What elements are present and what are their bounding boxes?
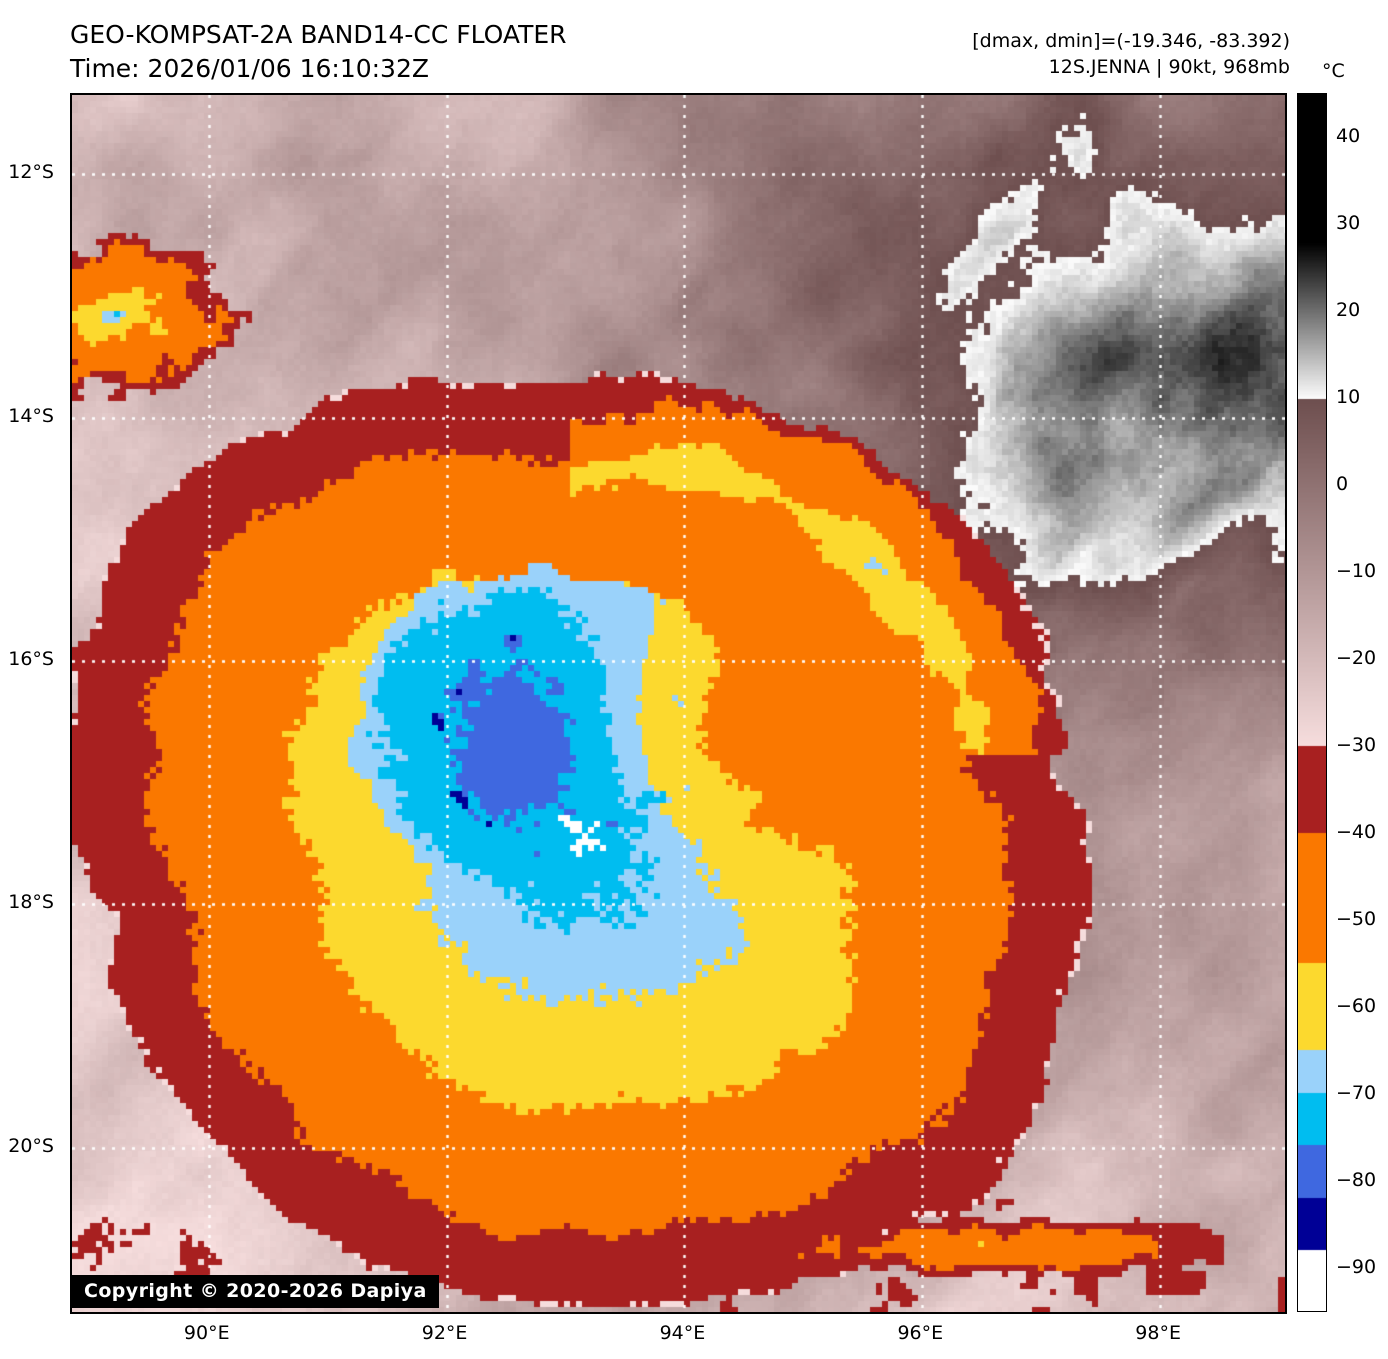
lon-tick-4: 98°E — [1135, 1322, 1181, 1344]
colorbar-tick-10: −60 — [1336, 994, 1377, 1017]
colorbar-tick-9: −50 — [1336, 907, 1377, 930]
colorbar-tick-11: −70 — [1336, 1081, 1377, 1104]
colorbar-tick-8: −40 — [1336, 820, 1377, 843]
lon-tick-0: 90°E — [183, 1322, 230, 1344]
colorbar-tick-2: 20 — [1336, 299, 1361, 322]
lon-tick-3: 96°E — [897, 1322, 944, 1344]
colorbar-unit-label: °C — [1322, 60, 1345, 82]
lat-tick-4: 20°S — [8, 1134, 54, 1157]
colorbar-tick-5: −10 — [1336, 560, 1377, 583]
colorbar-tick-6: −20 — [1336, 647, 1377, 670]
lat-tick-2: 16°S — [8, 647, 54, 670]
colorbar-tick-3: 10 — [1336, 386, 1361, 409]
colorbar-tick-0: 40 — [1336, 125, 1361, 148]
metadata-block: [dmax, dmin]=(-19.346, -83.392) 12S.JENN… — [972, 28, 1290, 80]
satellite-image-plot[interactable]: Copyright © 2020-2026 Dapiya — [70, 93, 1287, 1314]
colorbar[interactable] — [1297, 93, 1327, 1312]
dmax-dmin-label: [dmax, dmin]=(-19.346, -83.392) — [972, 30, 1290, 52]
satellite-imagery-canvas — [72, 95, 1285, 1312]
colorbar-tick-1: 30 — [1336, 212, 1361, 235]
storm-info-label: 12S.JENNA | 90kt, 968mb — [1048, 56, 1290, 78]
title-block: GEO-KOMPSAT-2A BAND14-CC FLOATER Time: 2… — [70, 18, 567, 86]
latitude-axis-labels: 12°S 14°S 16°S 18°S 20°S — [0, 0, 62, 1359]
colorbar-tick-7: −30 — [1336, 733, 1377, 756]
page-title: GEO-KOMPSAT-2A BAND14-CC FLOATER — [70, 20, 567, 49]
colorbar-gradient — [1298, 94, 1326, 1311]
lat-tick-1: 14°S — [8, 404, 54, 427]
lon-tick-2: 94°E — [659, 1322, 706, 1344]
colorbar-tick-12: −80 — [1336, 1168, 1377, 1191]
copyright-banner: Copyright © 2020-2026 Dapiya — [72, 1275, 439, 1308]
lat-tick-3: 18°S — [8, 891, 54, 914]
colorbar-tick-4: 0 — [1336, 473, 1349, 496]
colorbar-tick-13: −90 — [1336, 1255, 1377, 1278]
timestamp-label: Time: 2026/01/06 16:10:32Z — [70, 54, 429, 83]
lon-tick-1: 92°E — [421, 1322, 468, 1344]
lat-tick-0: 12°S — [8, 161, 54, 184]
